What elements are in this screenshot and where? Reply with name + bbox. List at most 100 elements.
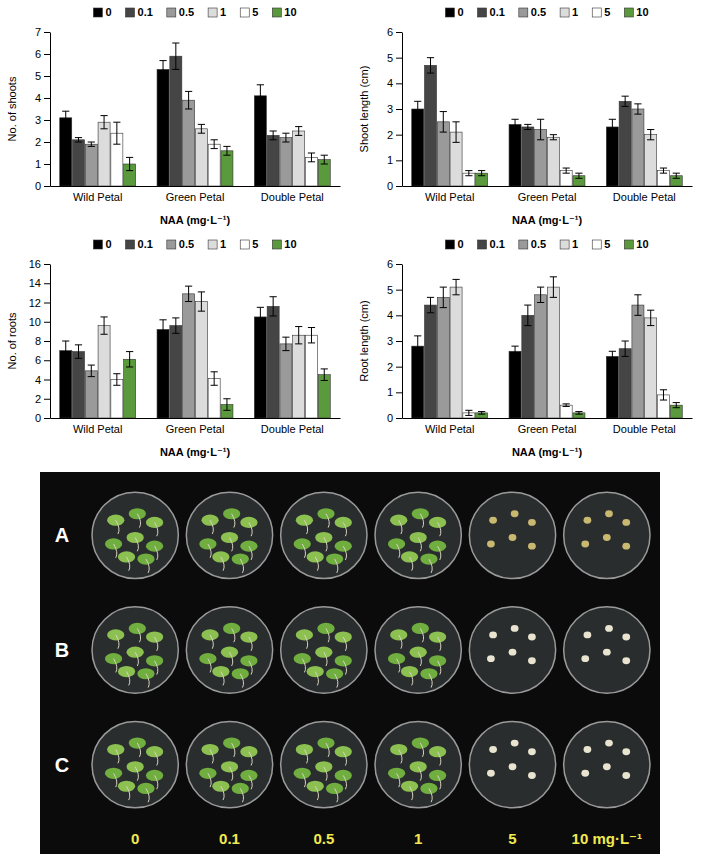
- error-bar: [673, 173, 680, 178]
- y-tick-label: 1: [387, 386, 393, 398]
- bar: [305, 335, 317, 418]
- column-label: 10 mg·L⁻¹: [572, 830, 642, 847]
- error-bar: [62, 341, 69, 360]
- root: [343, 546, 346, 560]
- explant: [429, 655, 446, 666]
- error-bar: [62, 111, 69, 124]
- legend-item: 0.5: [167, 6, 194, 18]
- y-axis-line: [402, 33, 403, 187]
- explant: [622, 519, 630, 526]
- dish: [92, 492, 178, 578]
- legend-item: 5: [240, 6, 258, 18]
- y-axis: 01234567: [35, 26, 51, 192]
- explant: [315, 647, 332, 658]
- root: [208, 544, 211, 558]
- explant: [528, 657, 536, 664]
- column-label: 0.5: [313, 830, 334, 847]
- explant: [528, 634, 536, 641]
- bar: [619, 349, 631, 418]
- x-axis: Wild PetalGreen PetalDouble Petal: [51, 418, 341, 435]
- y-tick-label: 4: [387, 309, 393, 321]
- explant: [146, 655, 163, 666]
- legend-swatch: [93, 240, 102, 249]
- root: [137, 514, 140, 528]
- y-tick-label: 5: [387, 52, 393, 64]
- y-tick: 4: [387, 77, 402, 89]
- root: [249, 752, 252, 766]
- error-bar: [511, 119, 518, 129]
- error-bar: [172, 318, 179, 333]
- dish: [564, 607, 650, 693]
- legend-swatch: [519, 8, 528, 17]
- error-bar: [282, 337, 289, 350]
- explant: [317, 623, 334, 634]
- error-bar: [660, 390, 667, 400]
- y-tick-mark: [44, 120, 50, 121]
- legend-swatch: [208, 240, 217, 249]
- error-bar: [647, 130, 654, 140]
- legend-item: 5: [240, 238, 258, 250]
- bar: [183, 294, 195, 418]
- error-bar: [550, 135, 557, 140]
- legend-item: 0.5: [519, 6, 546, 18]
- legend-label: 10: [636, 6, 648, 18]
- dish: [375, 607, 461, 693]
- explant: [528, 543, 536, 550]
- y-tick-label: 0: [35, 412, 41, 424]
- explant: [326, 553, 343, 564]
- y-tick-mark: [396, 264, 402, 265]
- error-bar: [609, 351, 616, 361]
- legend-label: 0: [457, 238, 463, 250]
- bar: [221, 151, 233, 186]
- x-tick-label: Double Petal: [261, 191, 324, 203]
- legend-item: 0.1: [478, 238, 505, 250]
- explant: [584, 746, 592, 753]
- y-tick-mark: [396, 109, 402, 110]
- explant: [489, 631, 497, 638]
- legend-label: 0: [105, 6, 111, 18]
- bar: [293, 335, 305, 418]
- root: [302, 544, 305, 558]
- root: [232, 628, 235, 642]
- root: [326, 628, 329, 642]
- x-axis-line: [51, 418, 341, 419]
- bar: [425, 305, 437, 418]
- y-tick-label: 3: [387, 335, 393, 347]
- y-tick-label: 6: [387, 26, 393, 38]
- root: [114, 659, 117, 673]
- error-bar: [634, 104, 641, 114]
- y-tick-mark: [44, 380, 50, 381]
- y-tick: 16: [29, 258, 50, 270]
- legend-item: 5: [592, 6, 610, 18]
- bar: [509, 124, 521, 186]
- y-tick: 7: [35, 26, 50, 38]
- error-bar: [126, 157, 133, 170]
- legend-label: 5: [252, 238, 258, 250]
- root: [397, 544, 400, 558]
- dish: [375, 492, 461, 578]
- root: [438, 775, 441, 789]
- marks: [412, 277, 683, 418]
- x-tick: Green Petal: [166, 418, 225, 435]
- root: [230, 537, 233, 551]
- error-bar: [113, 374, 120, 386]
- dish: [469, 722, 555, 808]
- root: [127, 672, 130, 686]
- error-bar: [257, 85, 264, 107]
- error-bar: [295, 327, 302, 344]
- explant: [487, 770, 495, 777]
- y-tick: 12: [29, 297, 50, 309]
- legend-swatch: [592, 8, 601, 17]
- root: [343, 752, 346, 766]
- root: [146, 559, 149, 573]
- legend-label: 0.1: [138, 238, 153, 250]
- bar: [73, 140, 85, 186]
- legend-label: 0.1: [490, 6, 505, 18]
- explant: [584, 631, 592, 638]
- root: [399, 520, 402, 534]
- y-tick: 0: [35, 180, 50, 192]
- explant: [622, 748, 630, 755]
- root: [155, 546, 158, 560]
- bar: [208, 144, 220, 186]
- y-axis-title: Root length (cm): [358, 300, 370, 381]
